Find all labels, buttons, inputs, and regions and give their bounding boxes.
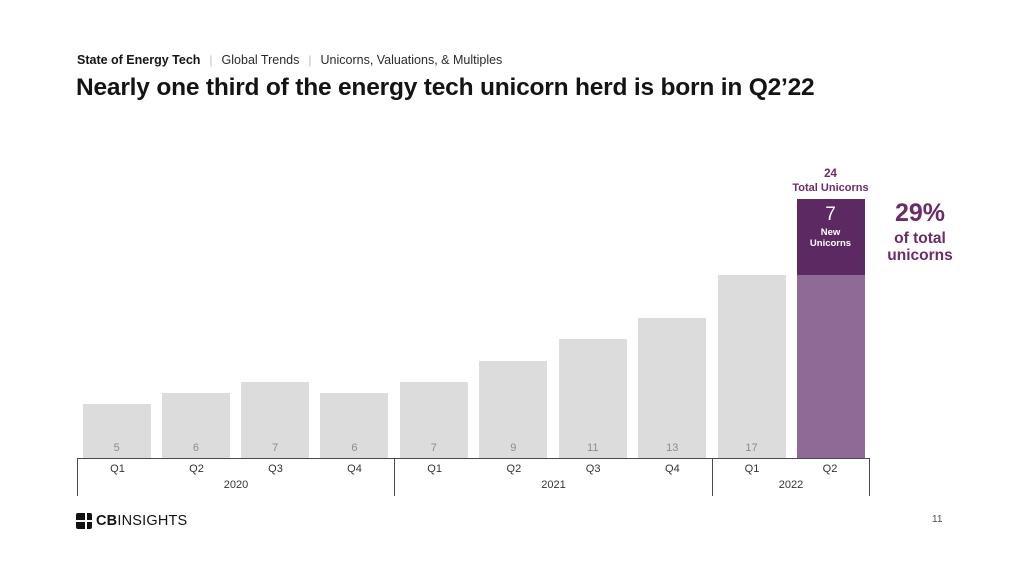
x-tick-2020-Q2: Q2 [189, 463, 204, 475]
x-tick-2022-Q2: Q2 [822, 463, 838, 475]
axis-group-2021: Q1 Q2 Q3 Q4 2021 [394, 459, 712, 496]
bar-slot-2021-Q2: 9 [474, 148, 554, 458]
bar-2022-Q1: 17 [717, 274, 786, 458]
bar-slot-2020-Q2: 6 [156, 148, 235, 458]
breadcrumb: State of Energy Tech | Global Trends | U… [77, 53, 502, 67]
bar-value-label: 7 [272, 442, 279, 454]
bar-value-label: 7 [430, 442, 437, 454]
x-tick-2020-Q1: Q1 [110, 463, 125, 475]
bar-2020-Q2: 6 [161, 393, 230, 458]
page-number: 11 [932, 514, 943, 525]
bar-group-2021: 7 9 11 13 [394, 148, 712, 458]
bar-value-label: 11 [587, 442, 599, 454]
quarter-row-2021: Q1 Q2 Q3 Q4 [395, 459, 712, 475]
logo-text-cb: CB [96, 513, 118, 529]
breadcrumb-item-global-trends: Global Trends [221, 53, 300, 67]
x-tick-2021-Q1: Q1 [427, 463, 442, 475]
new-unicorns-segment: 7 New Unicorns [796, 199, 865, 275]
cbinsights-logo: CB INSIGHTS [76, 513, 187, 529]
bar-2021-Q3: 11 [558, 339, 627, 458]
logo-text-insights: INSIGHTS [117, 513, 188, 529]
new-unicorns-label: New Unicorns [809, 226, 852, 250]
breadcrumb-item-unicorns: Unicorns, Valuations, & Multiples [320, 53, 503, 67]
bar-2021-Q1: 7 [399, 382, 468, 458]
x-tick-2021-Q2: Q2 [506, 463, 522, 475]
x-axis: Q1 Q2 Q3 Q4 2020 Q1 Q2 Q3 Q4 2021 Q1 Q2 2022 [77, 458, 870, 496]
axis-group-2020: Q1 Q2 Q3 Q4 2020 [77, 459, 394, 496]
x-tick-2020-Q4: Q4 [347, 463, 362, 475]
bar-slot-2020-Q1: 5 [77, 148, 156, 458]
x-tick-2022-Q1: Q1 [744, 463, 760, 475]
total-unicorns-label: Total Unicorns [792, 181, 869, 194]
bar-value-label: 13 [666, 442, 679, 454]
bar-value-label: 6 [192, 442, 199, 454]
year-label-2021: 2021 [541, 479, 566, 491]
breadcrumb-separator: | [209, 53, 213, 67]
total-unicorns-callout: 24 Total Unicorns [771, 168, 891, 195]
bar-value-label: 5 [113, 442, 120, 454]
quarter-row-2020: Q1 Q2 Q3 Q4 [78, 459, 394, 475]
bar-2021-Q4: 13 [638, 317, 707, 458]
bar-slot-2022-Q1: 17 [712, 148, 791, 458]
prior-unicorns-segment [796, 274, 865, 458]
year-label-2020: 2020 [223, 479, 249, 491]
share-annotation-value: 29% [894, 199, 946, 227]
bar-2020-Q1: 5 [82, 404, 151, 458]
breadcrumb-section: State of Energy Tech [77, 53, 201, 67]
bar-slot-2021-Q4: 13 [633, 148, 713, 458]
bar-value-label: 17 [745, 442, 758, 454]
bar-slot-2020-Q3: 7 [236, 148, 315, 458]
bar-slot-2020-Q4: 6 [315, 148, 394, 458]
bar-slot-2021-Q1: 7 [394, 148, 474, 458]
bar-value-label: 9 [510, 442, 517, 454]
new-unicorns-value: 7 [825, 204, 836, 225]
total-unicorns-value: 24 [824, 168, 837, 181]
bar-group-2022: 17 24 Total Unicorns 7 New Unicorns [712, 148, 870, 458]
plot-area: 5 6 7 6 7 9 11 13 17 24 Total Unicorns 7 New Unicorns [77, 148, 870, 458]
breadcrumb-separator: | [308, 53, 312, 67]
bar-2021-Q2: 9 [479, 360, 548, 458]
bar-2020-Q4: 6 [320, 393, 389, 458]
x-tick-2020-Q3: Q3 [268, 463, 283, 475]
bar-slot-2022-Q2: 24 Total Unicorns 7 New Unicorns [791, 148, 870, 458]
unicorn-bar-chart: 5 6 7 6 7 9 11 13 17 24 Total Unicorns 7 New Unicorns… [77, 148, 870, 496]
bar-value-label: 6 [351, 442, 358, 454]
x-tick-2021-Q4: Q4 [665, 463, 680, 475]
bar-2020-Q3: 7 [241, 382, 310, 458]
x-tick-2021-Q3: Q3 [585, 463, 601, 475]
bar-slot-2021-Q3: 11 [553, 148, 633, 458]
quarter-row-2022: Q1 Q2 [713, 459, 869, 475]
share-annotation: 29% of total unicorns [874, 199, 966, 264]
bar-group-2020: 5 6 7 6 [77, 148, 394, 458]
slide-title: Nearly one third of the energy tech unic… [76, 74, 815, 101]
share-annotation-label: of total unicorns [887, 229, 953, 264]
cbinsights-logo-text: CB INSIGHTS [96, 513, 187, 529]
bar-2022-Q2-highlight: 24 Total Unicorns 7 New Unicorns [792, 168, 869, 458]
cbinsights-logo-icon [76, 513, 92, 529]
axis-group-2022: Q1 Q2 2022 [712, 459, 870, 496]
year-label-2022: 2022 [778, 479, 804, 491]
